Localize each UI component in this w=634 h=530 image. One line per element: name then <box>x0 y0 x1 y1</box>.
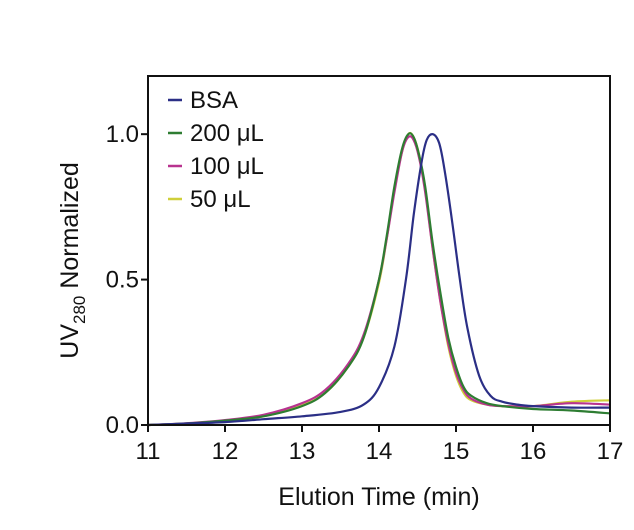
y-tick-label-0: 0.0 <box>106 412 139 439</box>
y-tick-label-1: 0.5 <box>106 267 139 294</box>
legend: BSA 200 μL 100 μL 50 μL <box>168 87 264 213</box>
legend-label-3: 50 μL <box>190 186 251 213</box>
axes: 11 12 13 14 15 16 17 0.0 0.5 1.0 <box>106 75 624 465</box>
y-tick-label-2: 1.0 <box>106 121 139 148</box>
y-axis-title: UV280 Normalized <box>56 162 89 358</box>
legend-label-0: BSA <box>190 87 238 114</box>
series-line-1 <box>147 132 611 427</box>
plot-lines <box>147 132 611 427</box>
x-tick-label-3: 14 <box>366 438 393 465</box>
y-axis-title-subscript: 280 <box>70 296 89 324</box>
x-tick-label-5: 16 <box>520 438 547 465</box>
y-axis-title-rest: Normalized <box>56 162 84 295</box>
series-line-0 <box>147 133 611 427</box>
x-tick-label-4: 15 <box>443 438 470 465</box>
x-tick-label-6: 17 <box>597 438 624 465</box>
x-axis-title: Elution Time (min) <box>278 483 479 511</box>
x-tick-label-0: 11 <box>136 438 161 465</box>
x-tick-label-2: 13 <box>289 438 316 465</box>
x-tick-label-1: 12 <box>212 438 239 465</box>
series-line-2 <box>147 135 611 427</box>
legend-label-1: 200 μL <box>190 120 264 147</box>
legend-label-2: 100 μL <box>190 153 264 180</box>
y-axis-title-main: UV <box>56 324 84 359</box>
